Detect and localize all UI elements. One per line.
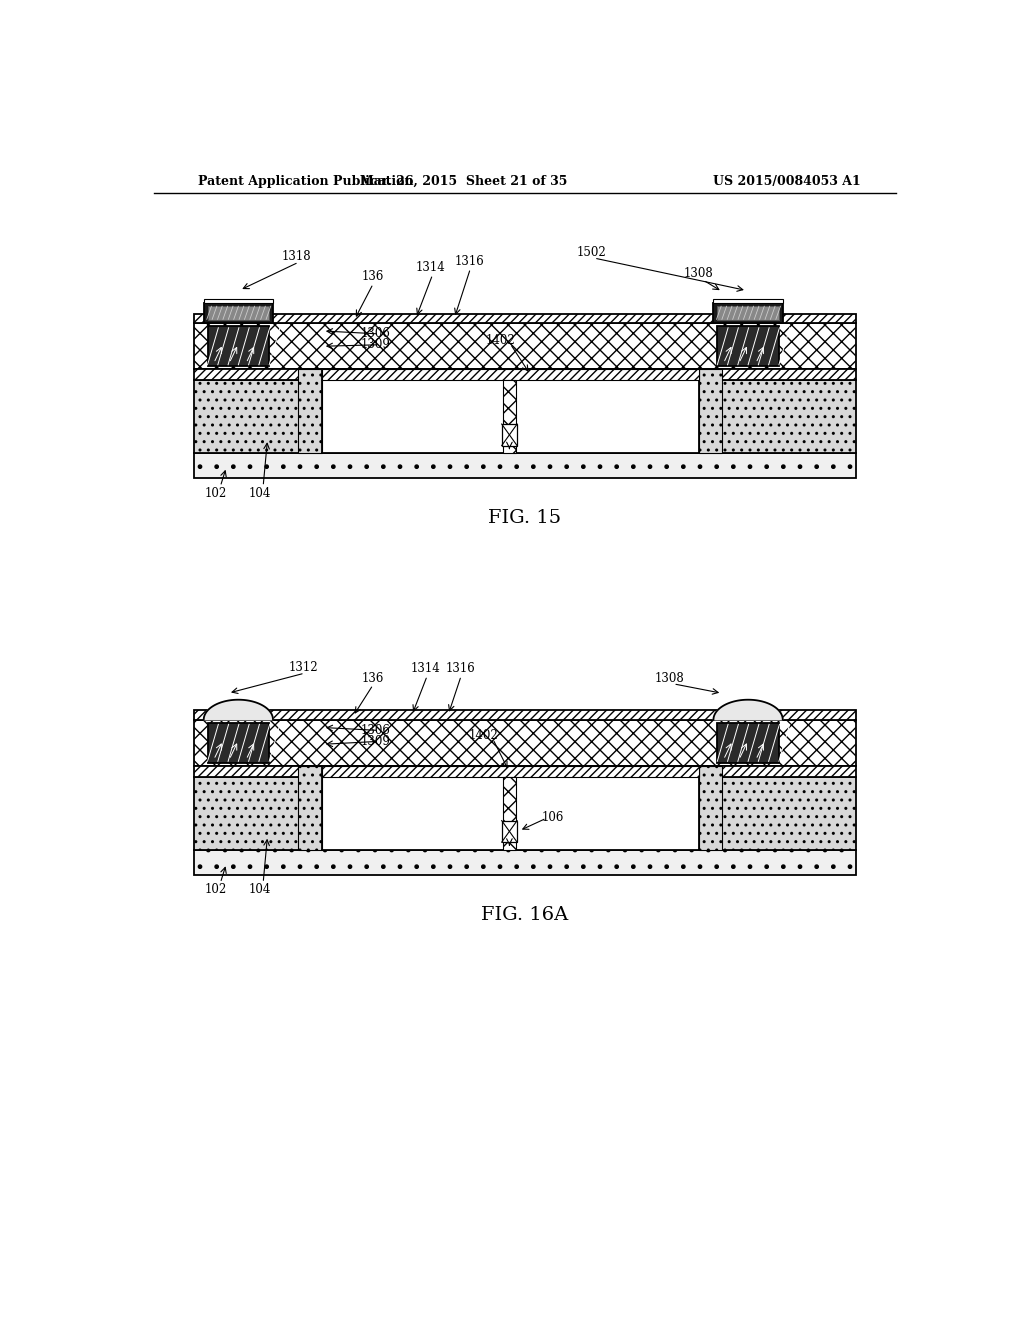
Bar: [322, 370, 698, 380]
Bar: [322, 370, 698, 453]
Bar: [714, 304, 782, 323]
Bar: [208, 723, 269, 763]
Bar: [503, 380, 515, 453]
Text: 1309: 1309: [360, 338, 390, 351]
Bar: [194, 766, 856, 776]
Text: 1316: 1316: [445, 663, 475, 676]
Bar: [502, 424, 517, 446]
Text: 1316: 1316: [455, 255, 484, 268]
Text: 1306: 1306: [360, 723, 390, 737]
Bar: [298, 766, 322, 850]
Text: 102: 102: [204, 487, 226, 500]
Text: 1312: 1312: [289, 661, 318, 675]
Bar: [322, 766, 698, 850]
Text: 1502: 1502: [577, 246, 606, 259]
Text: 1318: 1318: [282, 249, 311, 263]
Bar: [194, 380, 856, 453]
Text: 1402: 1402: [485, 334, 515, 347]
Polygon shape: [204, 700, 273, 719]
Bar: [194, 370, 856, 380]
Text: 1402: 1402: [468, 729, 498, 742]
Bar: [714, 298, 782, 304]
Text: 136: 136: [361, 271, 384, 284]
Bar: [194, 453, 856, 478]
Bar: [208, 326, 269, 367]
Bar: [717, 306, 779, 321]
Bar: [698, 766, 722, 850]
Bar: [298, 370, 322, 453]
Bar: [194, 719, 856, 766]
Bar: [322, 766, 698, 776]
Polygon shape: [714, 700, 782, 719]
Polygon shape: [714, 700, 782, 719]
Text: FIG. 15: FIG. 15: [488, 510, 561, 527]
Bar: [503, 776, 515, 850]
Text: 1309: 1309: [360, 735, 390, 748]
Bar: [194, 776, 856, 850]
Bar: [208, 306, 269, 321]
Text: Patent Application Publication: Patent Application Publication: [199, 176, 414, 187]
Text: 104: 104: [249, 487, 271, 500]
Text: 102: 102: [204, 883, 226, 896]
Bar: [194, 323, 856, 370]
Bar: [194, 850, 856, 875]
Bar: [717, 326, 779, 367]
Text: 1314: 1314: [411, 663, 440, 676]
Text: Mar. 26, 2015  Sheet 21 of 35: Mar. 26, 2015 Sheet 21 of 35: [359, 176, 567, 187]
Bar: [204, 304, 273, 323]
Text: US 2015/0084053 A1: US 2015/0084053 A1: [713, 176, 860, 187]
Text: FIG. 16A: FIG. 16A: [481, 906, 568, 924]
Text: 106: 106: [542, 810, 563, 824]
Polygon shape: [204, 700, 273, 719]
Text: 136: 136: [361, 672, 384, 685]
Text: 1306: 1306: [360, 327, 390, 341]
Bar: [194, 314, 856, 323]
Text: 1308: 1308: [684, 268, 714, 280]
Text: 1314: 1314: [416, 261, 445, 275]
Bar: [194, 710, 856, 719]
Text: 104: 104: [249, 883, 271, 896]
Bar: [717, 723, 779, 763]
Bar: [698, 370, 722, 453]
Bar: [204, 298, 273, 304]
Text: 1308: 1308: [654, 672, 684, 685]
Bar: [502, 821, 517, 842]
